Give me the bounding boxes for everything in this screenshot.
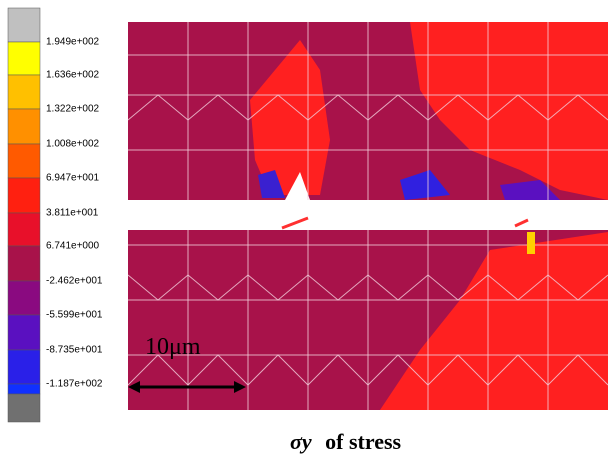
legend-label: -5.599e+001 bbox=[46, 310, 103, 321]
legend-label: -1.187e+002 bbox=[46, 379, 103, 390]
legend-label: 1.008e+002 bbox=[46, 139, 100, 150]
caption: σy of stress bbox=[290, 429, 402, 454]
legend-label: 1.636e+002 bbox=[46, 70, 100, 81]
scale-label: 10μm bbox=[145, 334, 201, 360]
stress-contour bbox=[127, 22, 609, 410]
legend-label: 1.322e+002 bbox=[46, 104, 100, 115]
color-bar bbox=[7, 7, 41, 423]
caption-symbol: σy bbox=[290, 429, 312, 454]
caption-text: of stress bbox=[325, 429, 401, 454]
legend-label: 3.811e+001 bbox=[46, 208, 99, 219]
legend-label: -8.735e+001 bbox=[46, 345, 103, 356]
legend-label: 6.947e+001 bbox=[46, 173, 100, 184]
legend-label: 6.741e+000 bbox=[46, 241, 100, 252]
legend-label: 1.949e+002 bbox=[46, 37, 100, 48]
legend-label: -2.462e+001 bbox=[46, 276, 103, 287]
scale-bar bbox=[128, 381, 246, 393]
